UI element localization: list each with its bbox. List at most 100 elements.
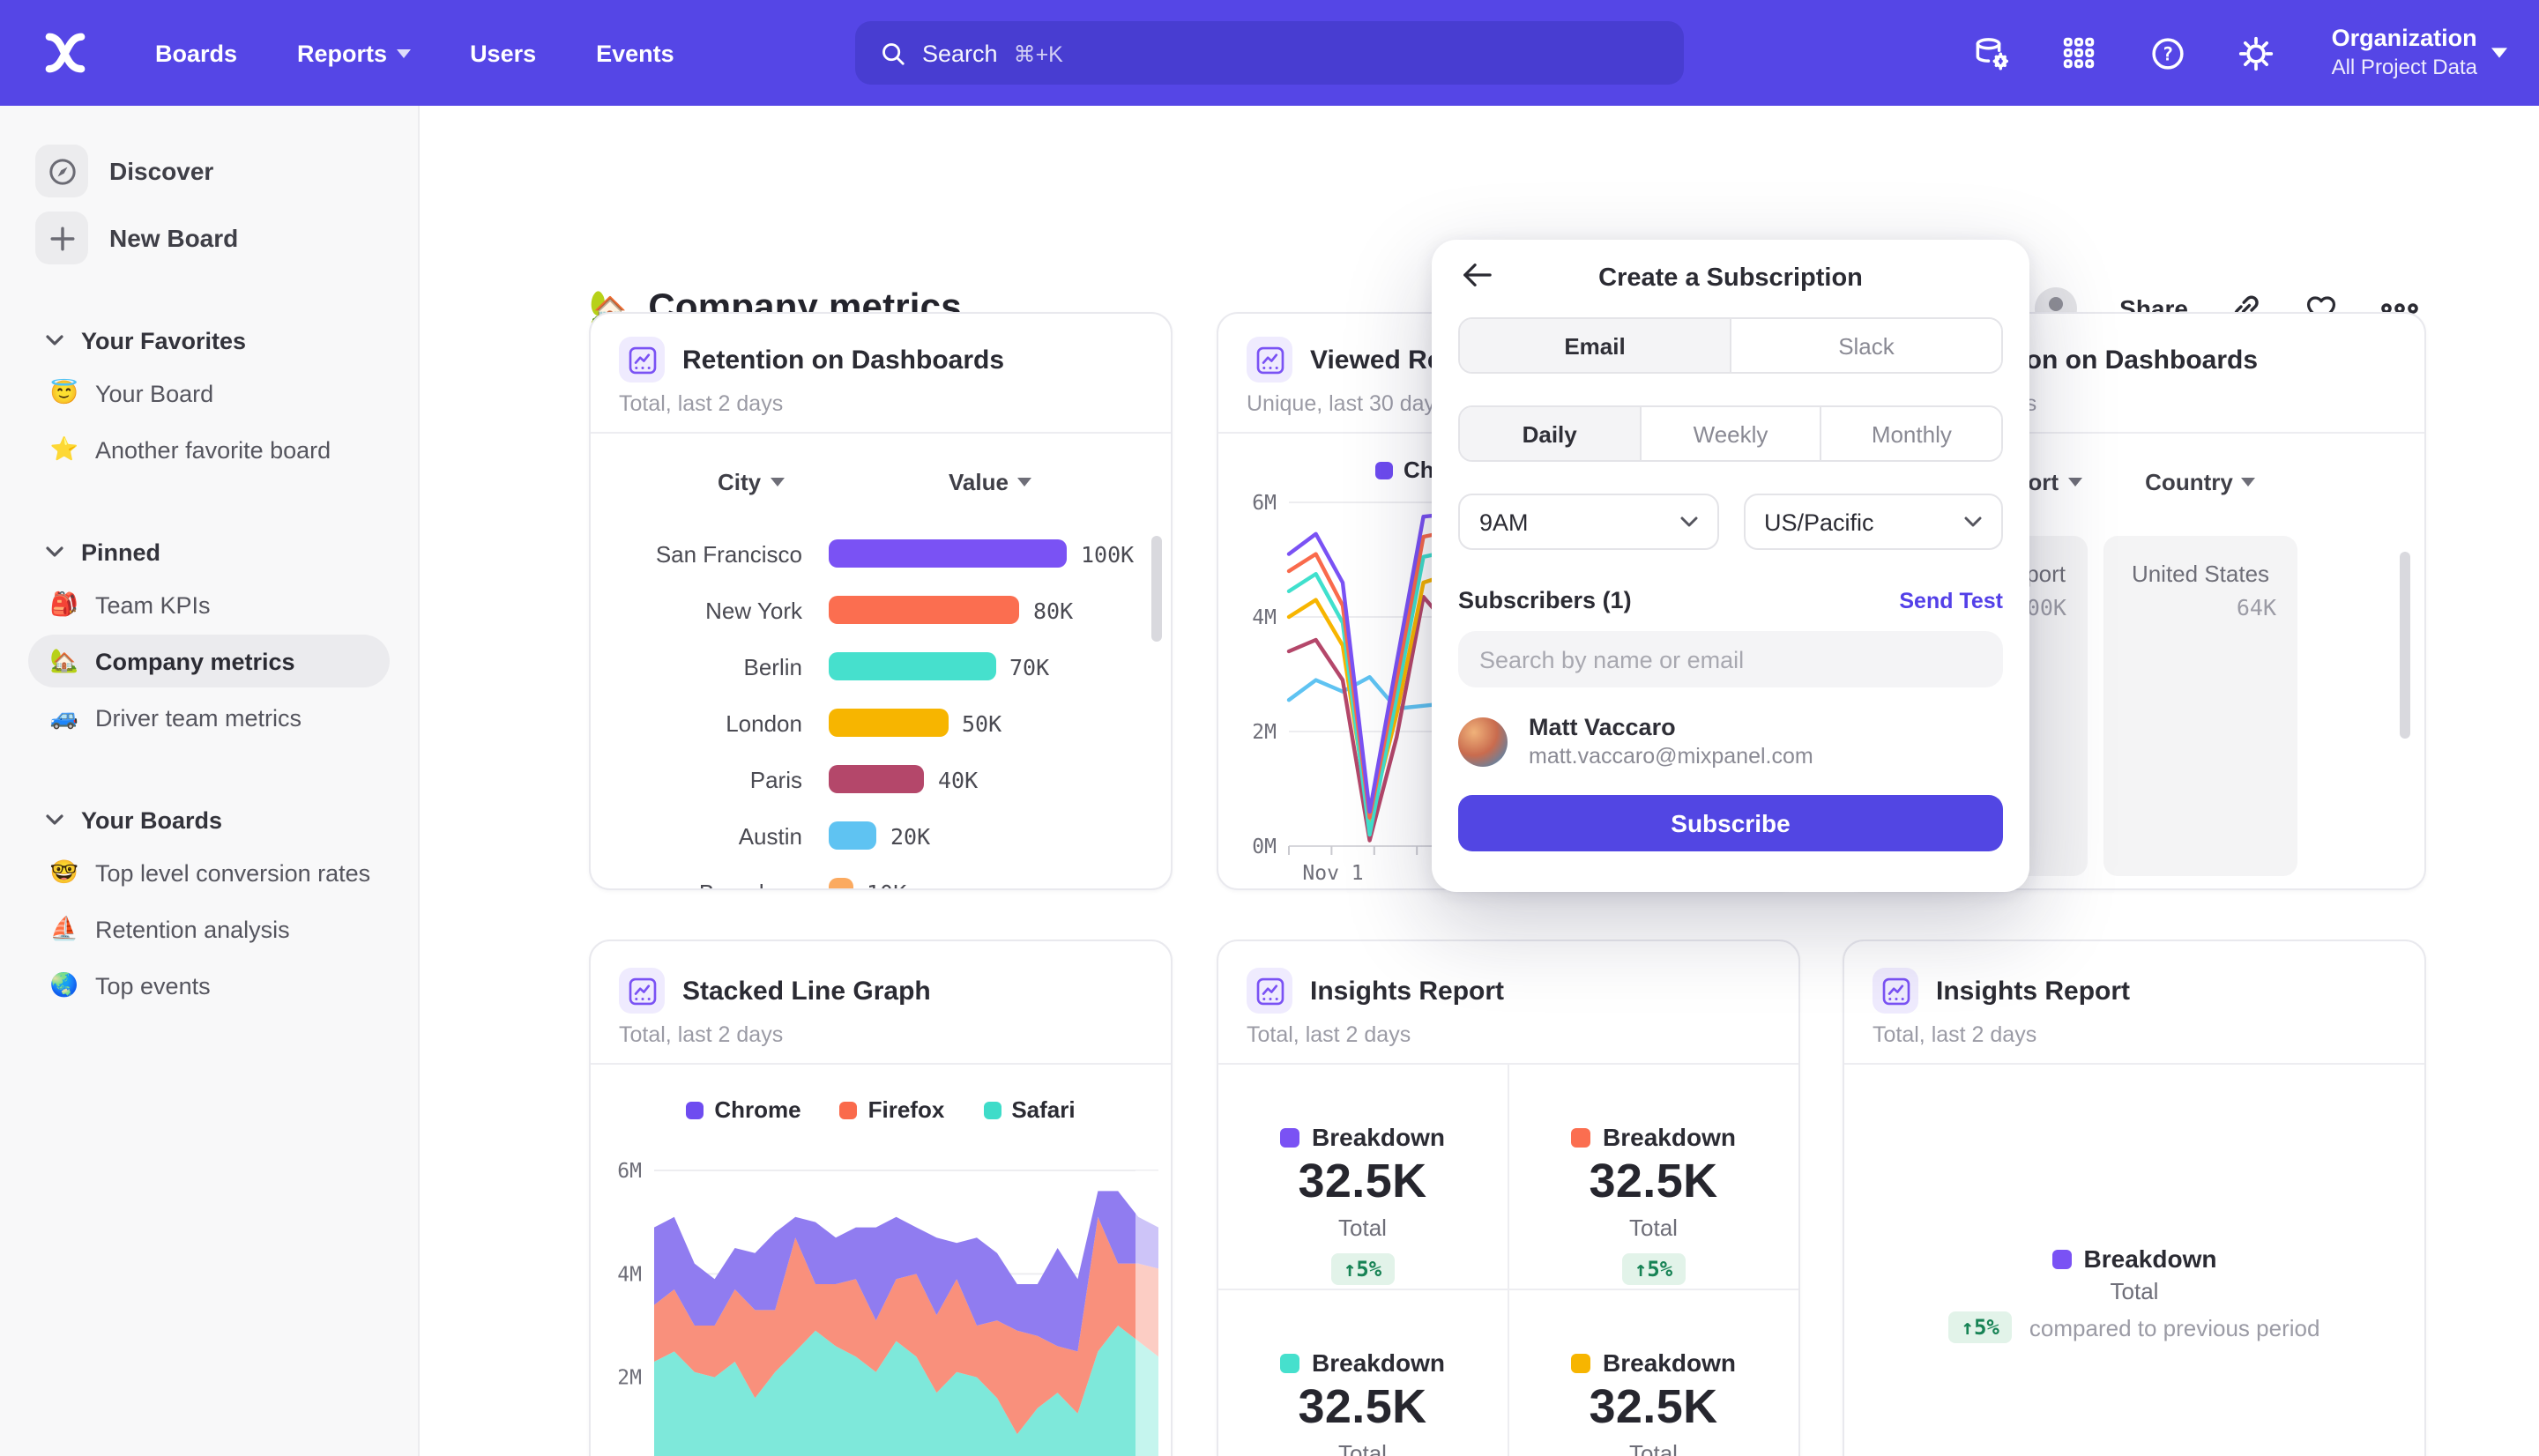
city-label: London <box>726 709 802 736</box>
scrollbar[interactable] <box>1151 536 1162 642</box>
org-switcher[interactable]: Organization All Project Data <box>2332 25 2507 81</box>
svg-text:2M: 2M <box>617 1367 642 1390</box>
svg-text:?: ? <box>2162 42 2173 63</box>
tab-monthly[interactable]: Monthly <box>1820 407 2001 460</box>
card-subtitle: Unique, last 30 days <box>1247 391 1447 416</box>
sidebar-item-top-events[interactable]: 🌏 Top events <box>28 959 390 1012</box>
legend-item: Breakdown <box>1571 1123 1736 1151</box>
sidebar-section-header-your-favorites[interactable]: Your Favorites <box>0 317 418 363</box>
subscription-modal: Create a Subscription Email Slack Daily … <box>1432 240 2029 892</box>
scrollbar[interactable] <box>2400 552 2410 739</box>
sidebar-section-your-boards: Your Boards 🤓 Top level conversion rates ⛵ R… <box>0 797 418 1012</box>
card-header: Insights Report Total, last 2 days <box>1218 941 1798 1065</box>
report-chart-icon <box>619 968 665 1014</box>
legend-item: Breakdown <box>1280 1348 1445 1377</box>
sidebar-item-another-favorite-board[interactable]: ⭐ Another favorite board <box>28 423 390 476</box>
org-name: Organization <box>2331 25 2477 52</box>
send-test-link[interactable]: Send Test <box>1899 588 2003 613</box>
sidebar-section-header-pinned[interactable]: Pinned <box>0 529 418 575</box>
sidebar-item-new-board[interactable]: New Board <box>35 212 390 264</box>
legend-label: Safari <box>1011 1096 1076 1123</box>
section-title: Pinned <box>81 539 161 565</box>
board-emoji: 🌏 <box>49 971 79 998</box>
apps-grid-icon[interactable] <box>2053 26 2106 79</box>
country-column[interactable]: United States 64K <box>2103 536 2297 876</box>
sidebar-item-company-metrics[interactable]: 🏡 Company metrics <box>28 635 390 687</box>
column-header-city[interactable]: City <box>718 469 785 495</box>
sidebar-item-team-kpis[interactable]: 🎒 Team KPIs <box>28 578 390 631</box>
delta-badge: ↑5% <box>1621 1253 1686 1285</box>
settings-gear-icon[interactable] <box>2230 26 2282 79</box>
search-placeholder: Search <box>922 40 998 66</box>
breakdown-label: Breakdown <box>1603 1348 1736 1377</box>
search-input[interactable]: Search ⌘+K <box>855 21 1684 85</box>
chevron-down-icon <box>46 814 63 825</box>
timezone-select[interactable]: US/Pacific <box>1743 494 2003 550</box>
sidebar-item-retention-analysis[interactable]: ⛵ Retention analysis <box>28 903 390 955</box>
sidebar-item-label: Top level conversion rates <box>95 859 371 886</box>
caret-down-icon <box>2241 478 2256 487</box>
plus-icon-box <box>35 212 88 264</box>
nav-item-users[interactable]: Users <box>470 40 537 66</box>
metric-unit: Total <box>1338 1440 1387 1456</box>
svg-text:6M: 6M <box>617 1160 642 1183</box>
board-emoji: 🤓 <box>49 858 79 885</box>
sidebar-item-your-board[interactable]: 😇 Your Board <box>28 367 390 420</box>
channel-tabs: Email Slack <box>1458 317 2003 374</box>
sidebar-item-label: Another favorite board <box>95 436 331 463</box>
mixpanel-logo-icon[interactable] <box>42 32 88 74</box>
board-emoji: 🚙 <box>49 703 79 730</box>
back-arrow-icon[interactable] <box>1462 263 1492 287</box>
legend-item-firefox: Firefox <box>839 1096 944 1123</box>
legend-swatch <box>1375 461 1393 479</box>
metric-unit: Total <box>1338 1215 1387 1241</box>
metric-unit: Total <box>1629 1215 1678 1241</box>
sidebar-section-header-your-boards[interactable]: Your Boards <box>0 797 418 843</box>
nav-item-reports[interactable]: Reports <box>297 40 411 66</box>
city-label: Berlin <box>743 653 803 680</box>
sidebar-item-driver-team-metrics[interactable]: 🚙 Driver team metrics <box>28 691 390 744</box>
modal-title: Create a Subscription <box>1598 264 1863 293</box>
nav-item-boards[interactable]: Boards <box>155 40 238 66</box>
sidebar: Discover New Board Your Favorites 😇 Your Boa… <box>0 106 420 1456</box>
nav-item-events[interactable]: Events <box>596 40 674 66</box>
sidebar-item-label: Team KPIs <box>95 591 211 618</box>
legend-swatch <box>1571 1353 1591 1372</box>
card-header: Retention on Dashboards Total, last 2 da… <box>591 314 1171 434</box>
card-insights-report-grid: Insights Report Total, last 2 days Break… <box>1217 940 1800 1456</box>
column-header-value[interactable]: Value <box>949 469 1031 495</box>
data-management-icon[interactable] <box>1965 26 2018 79</box>
tab-daily[interactable]: Daily <box>1460 407 1640 460</box>
card-subtitle: Total, last 2 days <box>1873 1022 2037 1047</box>
city-label: New York <box>705 597 802 623</box>
sidebar-item-top-level-conversion-rates[interactable]: 🤓 Top level conversion rates <box>28 846 390 899</box>
metric-value: 32.5K <box>1589 1380 1718 1433</box>
card-stacked-line-graph: Stacked Line Graph Total, last 2 days Ch… <box>589 940 1173 1456</box>
card-subtitle: Total, last 2 days <box>619 1022 784 1047</box>
column-header-country[interactable]: Country <box>2103 469 2297 495</box>
favorite-heart-icon[interactable] <box>2304 293 2338 324</box>
sidebar-item-label: Retention analysis <box>95 916 290 942</box>
subscriber-search-input[interactable] <box>1458 631 2003 687</box>
help-icon[interactable]: ? <box>2141 26 2194 79</box>
report-chart-icon <box>1247 337 1292 383</box>
tab-weekly[interactable]: Weekly <box>1639 407 1820 460</box>
sidebar-item-label: Driver team metrics <box>95 704 302 731</box>
tab-email[interactable]: Email <box>1460 319 1730 372</box>
subscriber-avatar <box>1458 717 1508 766</box>
sidebar-item-discover[interactable]: Discover <box>35 145 390 197</box>
report-chart-icon <box>1873 968 1918 1014</box>
time-select[interactable]: 9AM <box>1458 494 1718 550</box>
tab-slack[interactable]: Slack <box>1730 319 2001 372</box>
navbar-right: ? Organization All Project Data <box>1965 0 2507 106</box>
board-emoji: 🎒 <box>49 591 79 617</box>
subscriber-row[interactable]: Matt Vaccaro matt.vaccaro@mixpanel.com <box>1458 714 2003 769</box>
modal-subscribe-button[interactable]: Subscribe <box>1458 795 2003 851</box>
board-emoji: ⛵ <box>49 915 79 941</box>
card-title: Stacked Line Graph <box>682 976 931 1006</box>
caret-down-icon <box>1016 478 1031 487</box>
caret-down-icon <box>2491 48 2507 58</box>
legend-swatch <box>2051 1249 2072 1268</box>
